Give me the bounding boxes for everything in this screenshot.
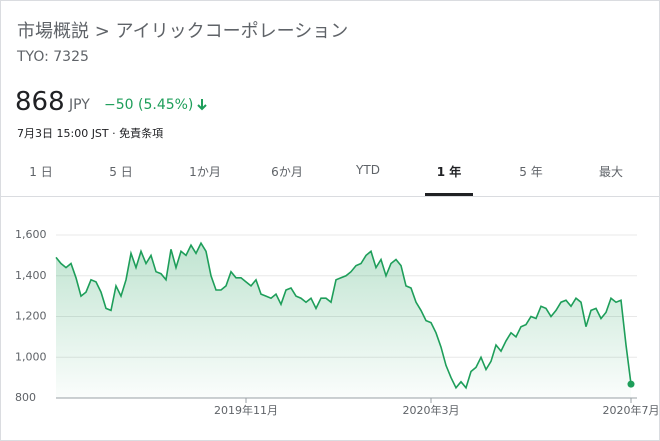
tab[interactable]: 1 日 xyxy=(29,165,53,179)
timestamp-row: 7月3日 15:00 JST · 免責条項 xyxy=(17,125,163,141)
ticker: TYO: 7325 xyxy=(17,49,89,65)
last-point xyxy=(627,380,635,388)
divider xyxy=(1,196,659,197)
y-tick-label: 1,000 xyxy=(15,350,47,363)
y-tick-label: 800 xyxy=(15,391,36,404)
y-tick-label: 1,600 xyxy=(15,228,47,241)
change: −50 (5.45%) xyxy=(104,97,194,113)
currency: JPY xyxy=(69,97,90,113)
y-tick-label: 1,400 xyxy=(15,269,47,282)
separator: · xyxy=(112,127,116,140)
price-line xyxy=(55,241,632,390)
line-area xyxy=(56,243,631,398)
disclaimer[interactable]: 免責条項 xyxy=(119,127,164,140)
x-tick-label: 2020年7月 xyxy=(603,403,660,417)
tab[interactable]: 5 日 xyxy=(109,165,133,179)
tab[interactable]: 5 年 xyxy=(519,165,543,179)
tab[interactable]: 6か月 xyxy=(271,165,303,179)
x-tick-label: 2019年11月 xyxy=(214,403,278,417)
x-tick-label: 2020年3月 xyxy=(403,403,460,417)
y-tick-label: 1,200 xyxy=(15,310,47,323)
tab[interactable]: YTD xyxy=(356,163,380,177)
timestamp: 7月3日 15:00 JST xyxy=(17,127,109,140)
tab[interactable]: 1か月 xyxy=(189,165,221,179)
down-arrow xyxy=(197,99,207,111)
tab-underline xyxy=(425,193,473,196)
price: 868 xyxy=(15,87,65,117)
tab[interactable]: 最大 xyxy=(598,165,624,179)
breadcrumb[interactable]: 市場概説 > アイリックコーポレーション xyxy=(17,21,349,42)
tab[interactable]: 1 年 xyxy=(436,165,462,179)
